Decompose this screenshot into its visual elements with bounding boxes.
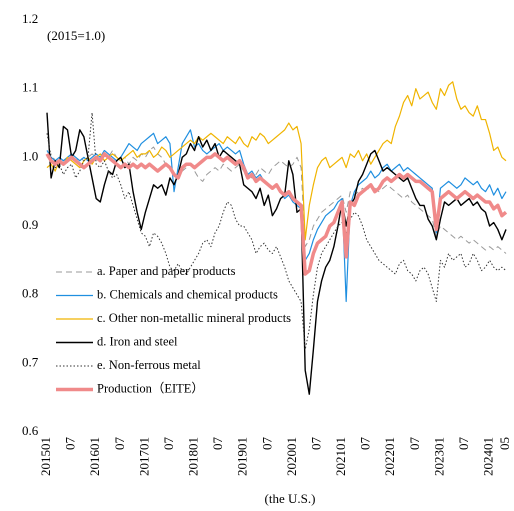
line-series <box>46 81 507 241</box>
line-series <box>45 152 508 276</box>
y-tick-label: 0.6 <box>22 423 39 438</box>
x-tick-label: 202201 <box>382 437 397 476</box>
y-tick-label: 0.9 <box>22 217 38 232</box>
legend-label: a. Paper and paper products <box>97 264 236 278</box>
x-tick-label: 201501 <box>38 437 53 476</box>
x-tick-label: 201801 <box>186 437 201 476</box>
x-tick-label: 07 <box>63 437 78 451</box>
x-tick-label: 05 <box>497 437 512 450</box>
x-tick-label: 202301 <box>431 437 446 476</box>
legend: a. Paper and paper products b. Chemicals … <box>56 264 291 395</box>
annotation: (2015=1.0) <box>47 28 105 43</box>
y-tick-label: 1.0 <box>22 148 38 163</box>
y-tick-label: 0.7 <box>22 354 39 369</box>
x-tick-label: 201601 <box>87 437 102 476</box>
x-tick-label: 202101 <box>333 437 348 476</box>
line-series <box>46 112 507 395</box>
x-tick-label: 07 <box>210 437 225 451</box>
legend-label: c. Other non-metallic mineral products <box>97 311 291 325</box>
x-tick-label: 07 <box>112 437 127 451</box>
x-tick-label: 07 <box>358 437 373 451</box>
legend-label: d. Iron and steel <box>97 334 178 348</box>
x-axis-title: (the U.S.) <box>265 491 316 506</box>
x-tick-label: 07 <box>407 437 422 451</box>
legend-label: e. Non-ferrous metal <box>97 358 201 372</box>
legend-label: Production（EITE） <box>97 381 204 395</box>
x-tick-label: 202401 <box>481 437 496 476</box>
x-tick-label: 07 <box>161 437 176 451</box>
x-tick-label: 07 <box>259 437 274 451</box>
x-tick-label: 201701 <box>136 437 151 476</box>
y-tick-label: 1.2 <box>22 11 38 26</box>
x-tick-label: 202001 <box>284 437 299 476</box>
y-tick-label: 1.1 <box>22 80 38 95</box>
x-tick-label: 07 <box>308 437 323 451</box>
x-tick-label: 201901 <box>235 437 250 476</box>
legend-label: b. Chemicals and chemical products <box>97 287 278 301</box>
y-tick-label: 0.8 <box>22 286 38 301</box>
x-tick-label: 07 <box>456 437 471 451</box>
